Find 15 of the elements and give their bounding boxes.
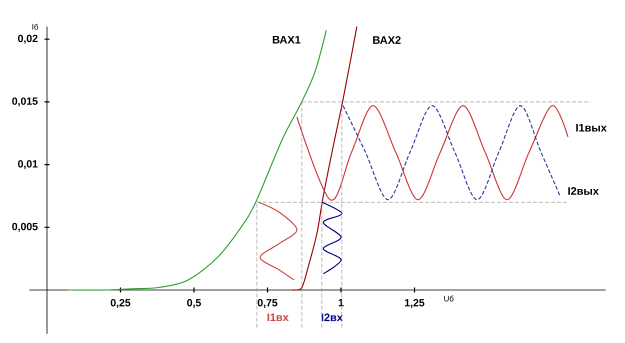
y-tick-label: 0,015: [12, 97, 38, 106]
series-label: I2вых: [568, 187, 599, 195]
text: I1вх: [268, 314, 289, 322]
x-tick-label: 0,75: [258, 299, 278, 308]
x-tick-label: 1: [338, 299, 344, 306]
series-label: ВАХ1: [272, 36, 300, 44]
y-tick-label: 0,005: [12, 222, 38, 232]
y-tick-label: 0,01: [18, 160, 38, 170]
y-tick-label: 0,02: [18, 34, 38, 44]
x-tick-label: 0,25: [110, 299, 130, 308]
x-tick-label: 1,25: [404, 299, 424, 308]
series-label: I1вых: [576, 124, 607, 132]
series-label: ВАХ2: [373, 36, 401, 44]
text: I2вх: [322, 314, 343, 322]
x-tick-label: 0,5: [187, 299, 201, 308]
